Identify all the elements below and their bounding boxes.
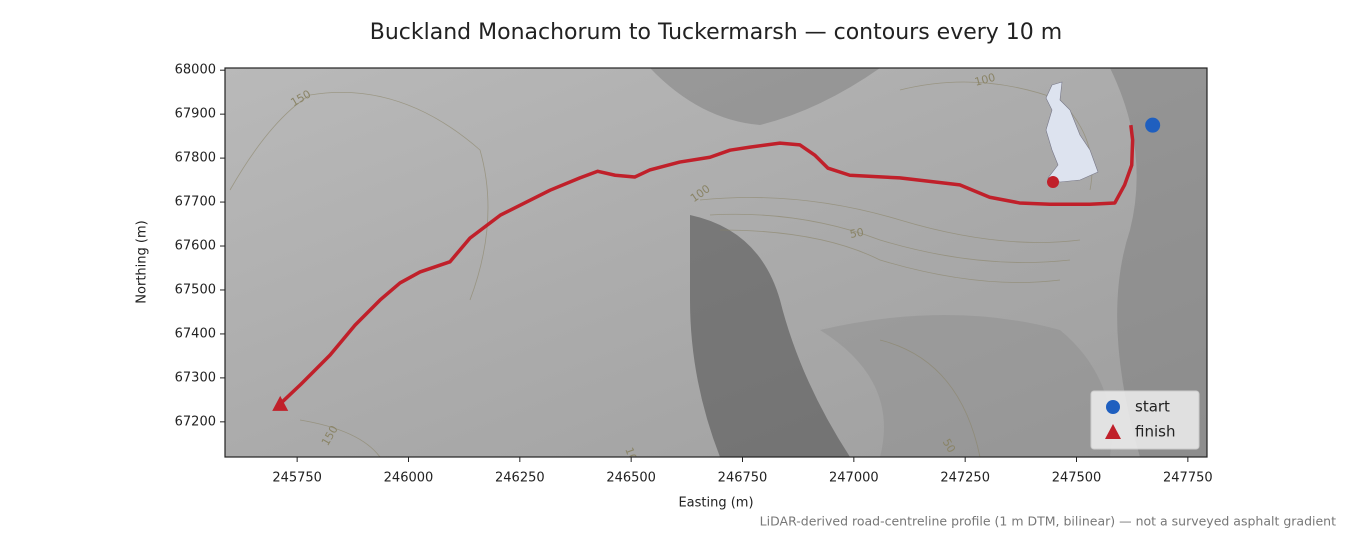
contour-label: 50 [940,437,958,456]
y-tick-label: 67800 [175,151,216,166]
inset-map [1045,81,1099,183]
chart-title: Buckland Monachorum to Tuckermarsh — con… [370,20,1062,45]
x-tick-label: 247250 [940,471,990,486]
y-tick-label: 67700 [175,195,216,210]
x-tick-label: 246500 [606,471,656,486]
legend-label: start [1135,398,1170,416]
x-tick-label: 247750 [1163,471,1213,486]
x-tick-label: 246750 [718,471,768,486]
legend-label: finish [1135,423,1175,441]
y-tick-label: 67400 [175,326,216,341]
hillshade: 150 100 100 50 150 10 50 [225,68,1207,464]
x-tick-label: 246000 [384,471,434,486]
legend-swatch [1106,400,1120,414]
contour-label: 100 [973,71,997,89]
legend: start finish [1090,390,1200,450]
contour-label: 10 [622,446,639,464]
y-axis-label: Northing (m) [135,220,150,303]
marker-finish [272,395,289,411]
plot-frame [224,67,1208,458]
x-tick-label: 247000 [829,471,879,486]
y-tick-label: 67300 [175,370,216,385]
route-line [279,124,1135,406]
y-tick-label: 67900 [175,107,216,122]
y-tick-label: 67200 [175,414,216,429]
inset-location [1047,176,1059,188]
y-tick-label: 67500 [175,282,216,297]
footnote: LiDAR-derived road-centreline profile (1… [760,514,1336,529]
x-tick-label: 245750 [272,471,322,486]
y-tick-label: 67600 [175,239,216,254]
marker-start [1145,117,1161,133]
contour-label: 50 [849,226,865,241]
x-tick-label: 246250 [495,471,545,486]
x-axis-label: Easting (m) [678,496,753,511]
legend-swatch [1105,424,1121,439]
y-tick-label: 68000 [175,63,216,78]
x-tick-label: 247500 [1052,471,1102,486]
